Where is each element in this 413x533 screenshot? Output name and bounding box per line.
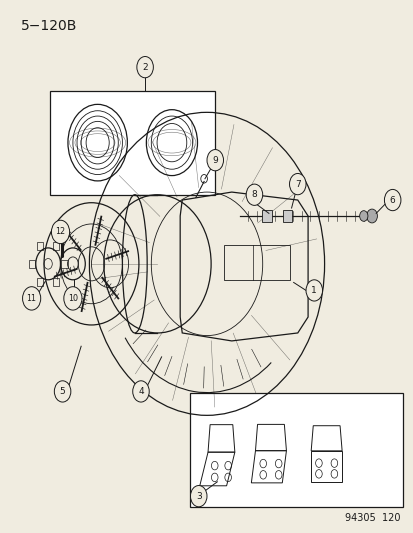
Bar xyxy=(223,245,289,280)
Circle shape xyxy=(51,220,69,244)
Circle shape xyxy=(289,173,305,195)
Circle shape xyxy=(246,184,262,205)
Circle shape xyxy=(366,209,377,223)
Bar xyxy=(37,241,43,250)
Circle shape xyxy=(54,381,71,402)
Bar xyxy=(261,209,271,222)
Text: 9: 9 xyxy=(212,156,218,165)
Bar xyxy=(53,241,59,250)
Bar xyxy=(53,278,59,286)
Text: 1: 1 xyxy=(311,286,316,295)
Circle shape xyxy=(64,287,82,310)
Circle shape xyxy=(359,211,367,221)
Circle shape xyxy=(137,56,153,78)
Text: 11: 11 xyxy=(26,294,37,303)
Circle shape xyxy=(133,381,149,402)
Circle shape xyxy=(384,189,400,211)
Bar xyxy=(37,278,43,286)
Text: 5: 5 xyxy=(59,387,65,396)
Text: 5−120B: 5−120B xyxy=(21,19,78,33)
Circle shape xyxy=(190,486,206,507)
Bar xyxy=(190,393,402,507)
Text: 8: 8 xyxy=(251,190,257,199)
Text: 6: 6 xyxy=(389,196,394,205)
Circle shape xyxy=(22,287,40,310)
Text: 94305  120: 94305 120 xyxy=(344,513,400,523)
Bar xyxy=(61,260,67,268)
Text: 4: 4 xyxy=(138,387,143,396)
Circle shape xyxy=(305,280,322,301)
Text: 2: 2 xyxy=(142,63,147,71)
Text: 10: 10 xyxy=(68,294,78,303)
Text: 12: 12 xyxy=(55,228,65,237)
Text: 3: 3 xyxy=(195,491,201,500)
Bar xyxy=(28,260,35,268)
Bar xyxy=(50,91,215,195)
Circle shape xyxy=(206,150,223,171)
Text: 7: 7 xyxy=(294,180,300,189)
Bar xyxy=(282,209,292,222)
